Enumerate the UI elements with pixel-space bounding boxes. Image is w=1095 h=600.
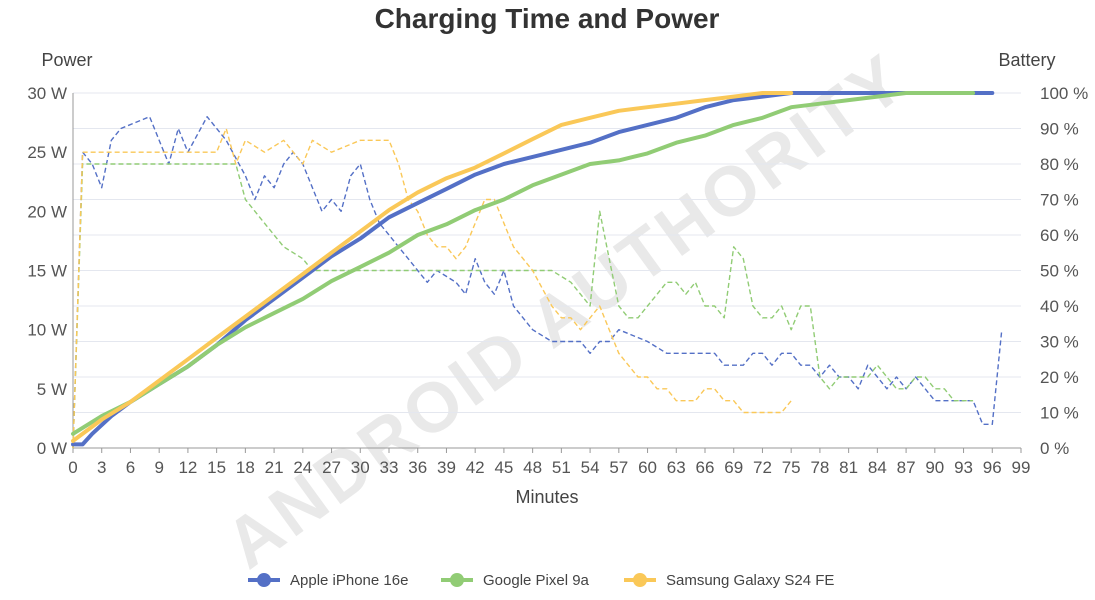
legend-label: Samsung Galaxy S24 FE	[666, 572, 834, 589]
power-lines	[72, 116, 1003, 449]
x-tick-label: 36	[408, 458, 427, 477]
x-tick-label: 78	[810, 458, 829, 477]
right-tick-label: 90 %	[1040, 120, 1079, 139]
x-tick-label: 72	[753, 458, 772, 477]
legend-swatch-dot	[257, 573, 271, 587]
legend-label: Google Pixel 9a	[483, 572, 590, 589]
legend-swatch-dot	[450, 573, 464, 587]
right-tick-label: 100 %	[1040, 84, 1088, 103]
x-tick-label: 66	[696, 458, 715, 477]
x-tick-label: 3	[97, 458, 106, 477]
x-axis-title: Minutes	[515, 487, 578, 507]
x-tick-label: 33	[380, 458, 399, 477]
left-tick-label: 20 W	[27, 202, 67, 221]
right-tick-label: 60 %	[1040, 226, 1079, 245]
left-tick-label: 0 W	[37, 439, 67, 458]
x-tick-label: 60	[638, 458, 657, 477]
x-tick-label: 81	[839, 458, 858, 477]
x-tick-label: 96	[983, 458, 1002, 477]
x-tick-label: 87	[897, 458, 916, 477]
right-tick-label: 0 %	[1040, 439, 1069, 458]
x-tick-label: 27	[322, 458, 341, 477]
x-tick-label: 39	[437, 458, 456, 477]
grid-lines	[72, 92, 1021, 449]
right-tick-label: 10 %	[1040, 404, 1079, 423]
x-tick-label: 42	[466, 458, 485, 477]
legend-label: Apple iPhone 16e	[290, 572, 408, 589]
right-tick-labels: 0 % 10 % 20 % 30 % 40 % 50 % 60 % 70 % 80 % 90 % 1…	[1040, 84, 1088, 458]
x-tick-label: 12	[178, 458, 197, 477]
power-series-line	[72, 127, 792, 449]
x-tick-label: 69	[724, 458, 743, 477]
left-tick-labels: 0 W 5 W 10 W 15 W 20 W 25 W 30 W	[27, 84, 67, 458]
left-tick-label: 25 W	[27, 143, 67, 162]
right-tick-label: 30 %	[1040, 333, 1079, 352]
x-tick-label: 18	[236, 458, 255, 477]
x-tick-labels: 0 3 6 9 12 15 18 21 24 27 30 33 36 39 42 45 48 51 54 57 60 63…	[68, 448, 1030, 477]
battery-series-line	[71, 91, 794, 443]
right-tick-label: 20 %	[1040, 368, 1079, 387]
x-tick-label: 51	[552, 458, 571, 477]
x-tick-label: 24	[293, 458, 312, 477]
x-tick-label: 75	[782, 458, 801, 477]
x-tick-label: 9	[154, 458, 163, 477]
x-tick-label: 54	[581, 458, 600, 477]
x-tick-label: 93	[954, 458, 973, 477]
left-tick-label: 10 W	[27, 321, 67, 340]
right-tick-label: 80 %	[1040, 155, 1079, 174]
battery-lines	[71, 91, 995, 447]
right-tick-label: 40 %	[1040, 297, 1079, 316]
left-tick-label: 5 W	[37, 380, 67, 399]
left-tick-label: 30 W	[27, 84, 67, 103]
right-tick-label: 70 %	[1040, 191, 1079, 210]
x-tick-label: 6	[126, 458, 135, 477]
x-tick-label: 15	[207, 458, 226, 477]
legend: Apple iPhone 16e Google Pixel 9a Samsung G…	[248, 572, 834, 589]
right-tick-label: 50 %	[1040, 262, 1079, 281]
x-tick-label: 0	[68, 458, 77, 477]
chart-title: Charging Time and Power	[375, 3, 720, 34]
x-tick-label: 45	[494, 458, 513, 477]
left-axis-title: Power	[41, 50, 92, 70]
x-tick-label: 90	[925, 458, 944, 477]
left-tick-label: 15 W	[27, 262, 67, 281]
x-tick-label: 21	[265, 458, 284, 477]
x-tick-label: 48	[523, 458, 542, 477]
power-series-line	[72, 116, 1003, 449]
legend-swatch-dot	[633, 573, 647, 587]
right-axis-title: Battery	[998, 50, 1055, 70]
x-tick-label: 63	[667, 458, 686, 477]
power-series-line	[72, 163, 974, 449]
x-tick-label: 57	[609, 458, 628, 477]
x-tick-label: 30	[351, 458, 370, 477]
x-tick-label: 84	[868, 458, 887, 477]
battery-series-line	[71, 91, 976, 436]
x-tick-label: 99	[1012, 458, 1031, 477]
